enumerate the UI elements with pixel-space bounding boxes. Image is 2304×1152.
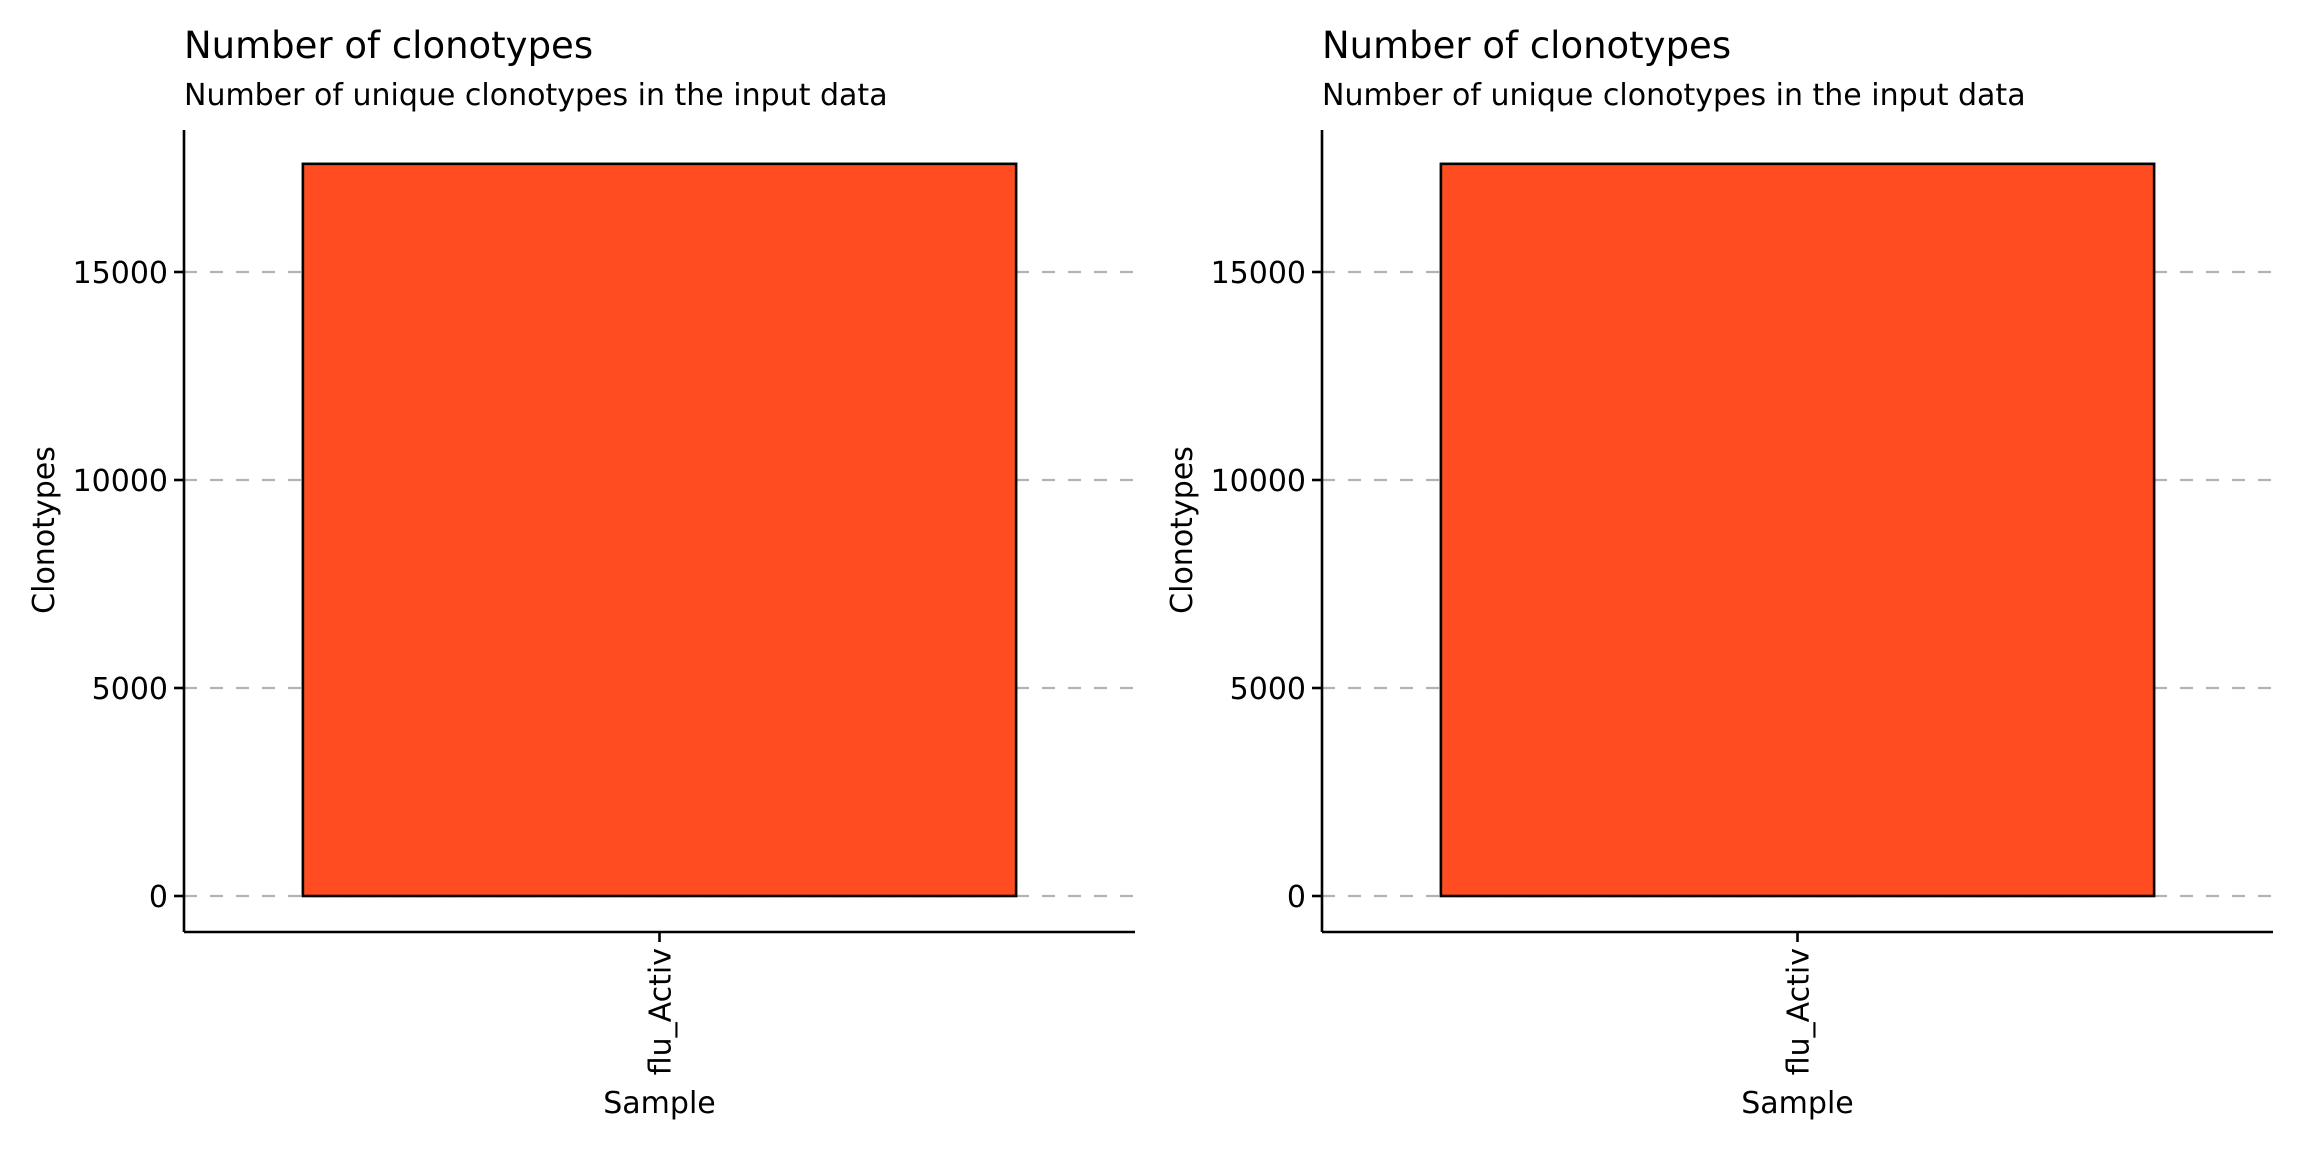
y-tick-label: 5000: [1230, 672, 1306, 707]
chart-subtitle: Number of unique clonotypes in the input…: [1322, 78, 2026, 113]
x-tick-label: flu_Activ: [644, 948, 679, 1075]
y-axis-title: Clonotypes: [1165, 446, 1200, 614]
x-axis-title: Sample: [1741, 1086, 1854, 1121]
y-tick-label: 0: [149, 880, 168, 915]
y-tick-label: 5000: [92, 672, 168, 707]
y-tick-label: 15000: [1211, 256, 1306, 291]
chart-title: Number of clonotypes: [184, 24, 593, 67]
chart-panel-1: Number of clonotypes Number of unique clo…: [27, 24, 1135, 1121]
chart-panel-2: Number of clonotypes Number of unique clo…: [1165, 24, 2273, 1121]
y-axis-title: Clonotypes: [27, 446, 62, 614]
y-tick-label: 0: [1287, 880, 1306, 915]
chart-title: Number of clonotypes: [1322, 24, 1731, 67]
chart-subtitle: Number of unique clonotypes in the input…: [184, 78, 888, 113]
bar-flu_Activ: [1439, 162, 2156, 898]
bar-flu_Activ: [301, 162, 1018, 898]
y-tick-label: 10000: [1211, 464, 1306, 499]
x-tick-label: flu_Activ: [1782, 948, 1817, 1075]
y-tick-label: 15000: [73, 256, 168, 291]
y-tick-label: 10000: [73, 464, 168, 499]
x-axis-title: Sample: [603, 1086, 716, 1121]
